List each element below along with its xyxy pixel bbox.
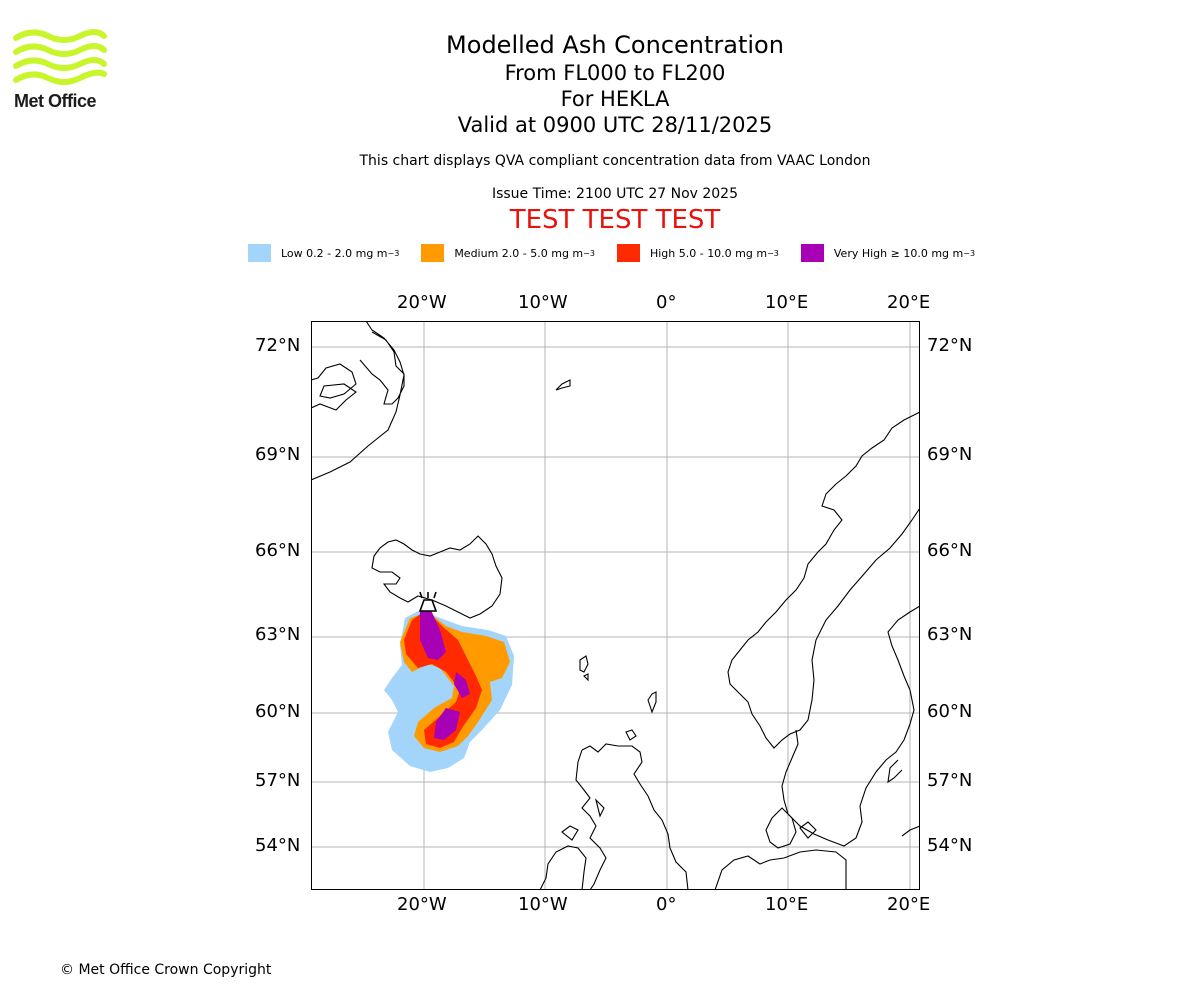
coast-britain — [575, 743, 689, 890]
coast-shetland — [647, 691, 657, 714]
coast-sweden — [781, 605, 920, 847]
lat-label-right-54n: 54°N — [927, 835, 973, 856]
coast-continent — [714, 849, 847, 890]
coastlines — [311, 321, 920, 890]
lat-label-right-57n: 57°N — [927, 770, 973, 791]
legend-item-low: Low 0.2 - 2.0 mg m −3 — [248, 244, 399, 262]
volcano-name: For HEKLA — [560, 87, 670, 111]
chart-description: This chart displays QVA compliant concen… — [359, 153, 871, 169]
legend-swatch-very-high — [800, 244, 824, 262]
lon-label-top-10w: 10°W — [518, 292, 568, 313]
coast-finland — [887, 759, 920, 837]
lat-label-left-54n: 54°N — [255, 835, 301, 856]
coast-denmark — [765, 807, 817, 849]
lon-label-top-20e: 20°E — [887, 292, 931, 313]
lon-label-top-10e: 10°E — [765, 292, 809, 313]
coast-jan-mayen — [555, 379, 571, 391]
chart-title: Modelled Ash Concentration — [446, 31, 784, 59]
copyright: © Met Office Crown Copyright — [60, 962, 272, 978]
ash-very-high-region-2 — [454, 672, 470, 698]
lat-label-left-63n: 63°N — [255, 624, 301, 645]
legend-swatch-high — [616, 244, 640, 262]
coast-ireland — [539, 845, 587, 890]
volcano-icon — [418, 591, 438, 612]
ash-plume — [384, 608, 514, 772]
lat-label-left-57n: 57°N — [255, 770, 301, 791]
lat-label-right-66n: 66°N — [927, 540, 973, 561]
coast-norway — [727, 411, 920, 749]
lon-label-top-0: 0° — [656, 292, 677, 313]
lat-label-right-60n: 60°N — [927, 701, 973, 722]
lat-label-right-69n: 69°N — [927, 444, 973, 465]
met-office-logo-text: Met Office — [14, 91, 97, 111]
lon-label-bottom-10e: 10°E — [765, 894, 809, 915]
ash-map — [311, 321, 920, 890]
map-frame — [311, 321, 920, 890]
lat-label-left-66n: 66°N — [255, 540, 301, 561]
lat-label-left-69n: 69°N — [255, 444, 301, 465]
met-office-wave-logo — [13, 29, 107, 85]
legend-item-medium: Medium 2.0 - 5.0 mg m −3 — [421, 244, 595, 262]
coast-iceland — [371, 535, 503, 619]
coast-greenland — [311, 321, 405, 481]
legend-label-medium: Medium 2.0 - 5.0 mg m — [454, 246, 584, 260]
coast-faroes — [579, 655, 589, 682]
legend-item-high: High 5.0 - 10.0 mg m −3 — [616, 244, 779, 262]
flight-level-range: From FL000 to FL200 — [504, 61, 726, 85]
legend-item-very-high: Very High ≥ 10.0 mg m −3 — [800, 244, 975, 262]
title-block: Modelled Ash Concentration From FL000 to… — [0, 30, 1200, 235]
ash-very-high-region-3 — [434, 708, 460, 740]
lat-label-left-72n: 72°N — [255, 335, 301, 356]
legend: Low 0.2 - 2.0 mg m −3 Medium 2.0 - 5.0 mg… — [248, 244, 997, 262]
lon-label-bottom-20w: 20°W — [397, 894, 447, 915]
legend-swatch-medium — [421, 244, 445, 262]
lat-label-right-63n: 63°N — [927, 624, 973, 645]
legend-label-low: Low 0.2 - 2.0 mg m — [281, 246, 388, 260]
valid-time: Valid at 0900 UTC 28/11/2025 — [457, 113, 773, 137]
lat-label-left-60n: 60°N — [255, 701, 301, 722]
test-banner: TEST TEST TEST — [509, 205, 721, 235]
graticule — [311, 321, 920, 890]
legend-label-high: High 5.0 - 10.0 mg m — [649, 246, 768, 260]
ash-very-high-region — [420, 608, 446, 660]
issue-time: Issue Time: 2100 UTC 27 Nov 2025 — [491, 186, 739, 202]
coast-orkney — [625, 729, 637, 741]
lon-label-top-20w: 20°W — [397, 292, 447, 313]
lon-label-bottom-20e: 20°E — [887, 894, 931, 915]
lon-label-bottom-0: 0° — [656, 894, 677, 915]
legend-swatch-low — [248, 244, 271, 262]
lat-label-right-72n: 72°N — [927, 335, 973, 356]
lon-label-bottom-10w: 10°W — [518, 894, 568, 915]
legend-label-very-high: Very High ≥ 10.0 mg m — [833, 246, 964, 260]
coast-hebrides — [561, 798, 605, 841]
